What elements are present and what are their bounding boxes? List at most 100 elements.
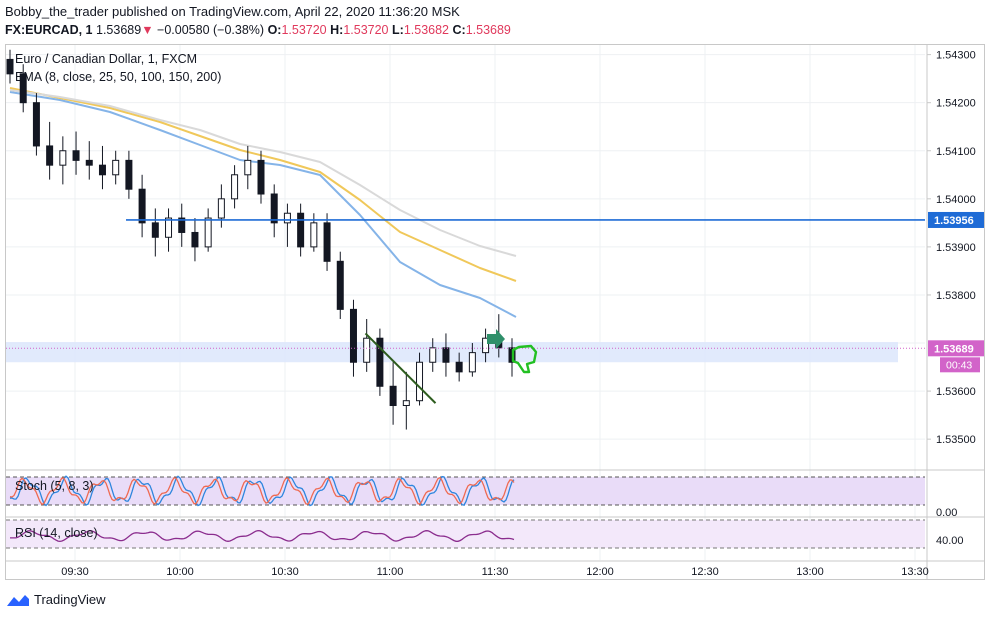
candle-body: [270, 193, 278, 224]
candle-body: [349, 308, 357, 363]
candle-body: [178, 217, 186, 233]
price-tick-label: 1.53800: [936, 290, 976, 302]
tradingview-brand[interactable]: TradingView: [34, 592, 106, 607]
candle: [98, 145, 106, 190]
publisher-line: Bobby_the_trader published on TradingVie…: [5, 4, 460, 19]
candle-body: [442, 347, 450, 363]
stoch-legend: Stoch (5, 8, 3): [15, 479, 94, 493]
rsi-tick-label: 40.00: [936, 535, 964, 547]
candle: [231, 165, 239, 209]
chart-frame[interactable]: [5, 44, 985, 580]
candle-body: [85, 159, 93, 166]
price-tick-label: 1.53600: [936, 386, 976, 398]
close-label: C:: [452, 23, 466, 37]
thumbs-down-icon: [511, 344, 538, 374]
candle: [204, 208, 212, 252]
candle: [138, 174, 146, 238]
candle: [244, 145, 252, 190]
stoch-k-line: [9, 475, 515, 507]
resistance-price-tag: [928, 211, 984, 228]
candle: [85, 141, 93, 180]
candle: [283, 203, 291, 247]
candle-body: [283, 212, 291, 224]
candle-body: [244, 159, 252, 176]
candle-body: [468, 352, 476, 373]
candle-body: [191, 231, 199, 248]
candle: [349, 299, 357, 377]
last-price: 1.53689: [96, 23, 142, 37]
time-tick-label: 09:30: [61, 566, 89, 578]
candle: [336, 251, 344, 319]
ema-fast-line: [9, 91, 517, 318]
stoch-tick-label: 0.00: [936, 507, 957, 519]
time-tick-label: 11:00: [377, 566, 404, 578]
candle: [19, 64, 27, 113]
candles: [6, 49, 516, 430]
low-label: L:: [392, 23, 404, 37]
candle-body: [389, 385, 397, 407]
candle-body: [19, 73, 27, 104]
candle: [125, 150, 133, 199]
ema-legend: EMA (8, close, 25, 50, 100, 150, 200): [15, 70, 222, 84]
symbol-quote-line: FX:EURCAD, 1 1.53689▼ −0.00580 (−0.38%) …: [5, 23, 511, 37]
candle-body: [98, 164, 106, 176]
countdown-tag: [940, 357, 980, 373]
candle: [112, 150, 120, 185]
symbol-label: FX:EURCAD, 1: [5, 23, 93, 37]
chart-header: Bobby_the_trader published on TradingVie…: [0, 0, 988, 44]
price-tick-label: 1.53500: [936, 434, 976, 446]
right-arrow-icon: [487, 329, 505, 349]
candle: [178, 203, 186, 247]
candle: [442, 333, 450, 377]
candle: [191, 218, 199, 262]
time-tick-label: 12:30: [691, 566, 719, 578]
candle-body: [112, 159, 120, 176]
candle: [363, 318, 371, 372]
candle: [402, 371, 410, 430]
current-price-label: 1.53689: [934, 343, 974, 355]
rsi-legend: RSI (14, close): [15, 526, 98, 540]
chart-canvas[interactable]: 1.54300 1.54200 1.54100 1.54000 1.53900 1.538…: [0, 0, 988, 584]
stoch-d-line: [9, 476, 515, 506]
support-zone: [6, 342, 898, 363]
candle: [323, 213, 331, 271]
support-zone-rect: [6, 342, 898, 363]
time-tick-label: 13:30: [901, 566, 929, 578]
candle-body: [204, 217, 212, 248]
price-tick-label: 1.54200: [936, 98, 976, 110]
footer: TradingView: [0, 584, 988, 618]
ema-mid-line: [9, 87, 517, 282]
candle: [310, 213, 318, 252]
ema-lines: [9, 87, 517, 318]
candle-body: [217, 198, 225, 219]
candle: [482, 328, 490, 363]
candle: [72, 131, 80, 175]
candle: [455, 352, 463, 382]
main-legend-title: Euro / Canadian Dollar, 1, FXCM: [15, 52, 198, 66]
time-tick-label: 11:30: [482, 566, 509, 578]
low-value: 1.53682: [403, 23, 449, 37]
candle: [151, 208, 159, 257]
candle: [257, 150, 265, 204]
candle: [32, 93, 40, 156]
resistance-price-label: 1.53956: [934, 215, 974, 227]
trendline: [364, 332, 437, 404]
candle: [389, 362, 397, 425]
candle: [46, 121, 54, 180]
down-arrow-icon: ▼: [141, 23, 154, 37]
candle-body: [376, 337, 384, 387]
candle-body: [336, 260, 344, 310]
indicator-panes: [6, 475, 925, 549]
candle-body: [72, 150, 80, 161]
rsi-line: [10, 529, 515, 543]
chart-grid: [5, 44, 985, 580]
candle-body: [32, 102, 40, 147]
candle-body: [125, 159, 133, 190]
time-tick-label: 10:30: [271, 566, 299, 578]
candle-body: [455, 361, 463, 373]
candle: [270, 184, 278, 238]
countdown-label: 00:43: [946, 359, 972, 371]
axes: 1.54300 1.54200 1.54100 1.54000 1.53900 1.538…: [61, 50, 984, 578]
candle: [376, 328, 384, 396]
candle: [6, 49, 14, 84]
